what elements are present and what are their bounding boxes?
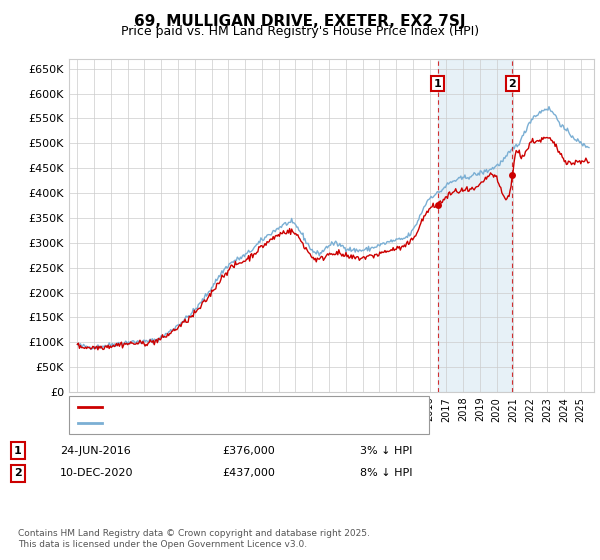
Text: £437,000: £437,000 [222, 468, 275, 478]
Text: Contains HM Land Registry data © Crown copyright and database right 2025.
This d: Contains HM Land Registry data © Crown c… [18, 529, 370, 549]
Text: 2: 2 [14, 468, 22, 478]
Text: 3% ↓ HPI: 3% ↓ HPI [360, 446, 412, 456]
Text: 8% ↓ HPI: 8% ↓ HPI [360, 468, 413, 478]
Text: 69, MULLIGAN DRIVE, EXETER, EX2 7SJ: 69, MULLIGAN DRIVE, EXETER, EX2 7SJ [134, 14, 466, 29]
Text: Price paid vs. HM Land Registry's House Price Index (HPI): Price paid vs. HM Land Registry's House … [121, 25, 479, 38]
Text: 10-DEC-2020: 10-DEC-2020 [60, 468, 133, 478]
Text: 1: 1 [434, 78, 442, 88]
Text: 2: 2 [509, 78, 517, 88]
Text: 24-JUN-2016: 24-JUN-2016 [60, 446, 131, 456]
Text: 69, MULLIGAN DRIVE, EXETER, EX2 7SJ (detached house): 69, MULLIGAN DRIVE, EXETER, EX2 7SJ (det… [106, 402, 403, 412]
Text: HPI: Average price, detached house, Exeter: HPI: Average price, detached house, Exet… [106, 418, 332, 428]
Text: 1: 1 [14, 446, 22, 456]
Text: £376,000: £376,000 [222, 446, 275, 456]
